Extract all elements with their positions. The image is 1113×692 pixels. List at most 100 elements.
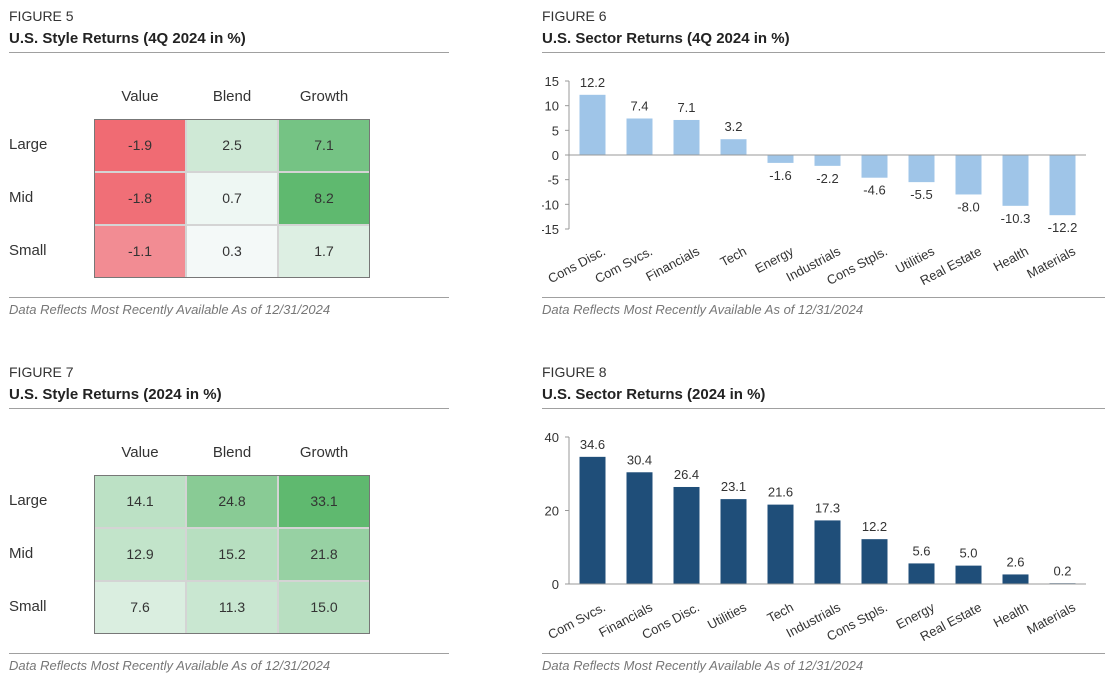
bar	[673, 486, 700, 584]
bar	[1049, 155, 1076, 216]
y-tick-label: 15	[545, 74, 559, 89]
data-label: 21.6	[768, 485, 793, 500]
bar	[955, 155, 982, 195]
figure-label: FIGURE 6	[542, 8, 607, 24]
data-label: 2.6	[1006, 554, 1024, 569]
bar	[1002, 574, 1029, 584]
figure-title: U.S. Sector Returns (2024 in %)	[542, 386, 766, 403]
figure-label: FIGURE 8	[542, 364, 607, 380]
x-category-label: Materials	[1024, 599, 1078, 637]
bar	[579, 456, 606, 584]
bar	[861, 539, 888, 584]
data-label: -4.6	[863, 183, 885, 198]
data-label: 34.6	[580, 437, 605, 452]
figure-title: U.S. Style Returns (2024 in %)	[9, 386, 222, 403]
bar	[767, 504, 794, 584]
data-label: 23.1	[721, 479, 746, 494]
y-tick-label: -5	[547, 173, 559, 188]
heatmap-cell: -1.1	[94, 225, 186, 278]
bar	[814, 520, 841, 584]
x-category-label: Com Svcs.	[545, 599, 608, 642]
figure-title: U.S. Style Returns (4Q 2024 in %)	[9, 30, 246, 47]
heatmap-row-header: Small	[9, 242, 47, 259]
footer-rule	[542, 653, 1105, 654]
bar	[626, 118, 653, 155]
bar	[673, 119, 700, 155]
data-label: -5.5	[910, 187, 932, 202]
title-rule	[542, 408, 1105, 409]
bar	[861, 155, 888, 178]
heatmap-column-header: Blend	[212, 444, 252, 461]
data-label: 30.4	[627, 452, 652, 467]
heatmap-cell: 24.8	[186, 475, 278, 528]
x-category-label: Tech	[718, 243, 749, 269]
footnote: Data Reflects Most Recently Available As…	[542, 302, 864, 317]
heatmap-row-header: Mid	[9, 545, 34, 562]
figure-7-panel: FIGURE 7 U.S. Style Returns (2024 in %) …	[9, 364, 449, 684]
figure-6-panel: FIGURE 6 U.S. Sector Returns (4Q 2024 in…	[542, 8, 1105, 328]
heatmap-cell: 2.5	[186, 119, 278, 172]
bar	[767, 155, 794, 163]
data-label: 5.0	[959, 546, 977, 561]
y-tick-label: -15	[542, 222, 559, 237]
data-label: 7.1	[677, 100, 695, 115]
bar	[626, 472, 653, 584]
heatmap-column-header: Value	[121, 88, 159, 105]
data-label: 5.6	[912, 543, 930, 558]
x-category-label: Tech	[765, 599, 796, 625]
figure-label: FIGURE 7	[9, 364, 74, 380]
heatmap-row-header: Large	[9, 136, 48, 153]
data-label: 7.4	[630, 98, 648, 113]
y-tick-label: 10	[545, 99, 559, 114]
heatmap-cell: 12.9	[94, 528, 186, 581]
data-label: -12.2	[1048, 220, 1078, 235]
data-label: -2.2	[816, 171, 838, 186]
bar	[814, 155, 841, 166]
heatmap-column-header: Growth	[299, 88, 349, 105]
heatmap-cell: 14.1	[94, 475, 186, 528]
y-tick-label: 0	[552, 148, 559, 163]
x-category-label: Materials	[1024, 243, 1078, 281]
y-tick-label: -10	[542, 197, 559, 212]
bar	[908, 155, 935, 183]
heatmap-row-header: Small	[9, 598, 47, 615]
heatmap-cell: 11.3	[186, 581, 278, 634]
figure-title: U.S. Sector Returns (4Q 2024 in %)	[542, 30, 790, 47]
bar	[1002, 155, 1029, 206]
bar	[908, 563, 935, 584]
bar	[720, 499, 747, 584]
data-label: 3.2	[724, 119, 742, 134]
data-label: -8.0	[957, 199, 979, 214]
footnote: Data Reflects Most Recently Available As…	[9, 302, 331, 317]
heatmap-cell: 8.2	[278, 172, 370, 225]
heatmap-row-header: Mid	[9, 189, 34, 206]
data-label: 12.2	[580, 75, 605, 90]
bar	[579, 94, 606, 155]
title-rule	[9, 408, 449, 409]
heatmap-column-header: Growth	[299, 444, 349, 461]
heatmap-cell: 21.8	[278, 528, 370, 581]
data-label: -10.3	[1001, 211, 1031, 226]
bar	[720, 139, 747, 155]
bar	[955, 565, 982, 584]
y-tick-label: 20	[545, 504, 559, 519]
heatmap-column-header: Value	[121, 444, 159, 461]
footer-rule	[9, 297, 449, 298]
x-category-label: Financials	[643, 243, 702, 284]
title-rule	[542, 52, 1105, 53]
footer-rule	[542, 297, 1105, 298]
title-rule	[9, 52, 449, 53]
y-tick-label: 40	[545, 430, 559, 445]
heatmap-cell: 0.3	[186, 225, 278, 278]
heatmap-cell: 7.6	[94, 581, 186, 634]
figure-8-panel: FIGURE 8 U.S. Sector Returns (2024 in %)…	[542, 364, 1105, 684]
y-tick-label: 0	[552, 577, 559, 592]
data-label: 0.2	[1053, 563, 1071, 578]
heatmap-column-header: Blend	[212, 88, 252, 105]
figure-label: FIGURE 5	[9, 8, 74, 24]
heatmap-cell: 1.7	[278, 225, 370, 278]
data-label: 17.3	[815, 500, 840, 515]
x-category-label: Utilities	[705, 599, 749, 632]
